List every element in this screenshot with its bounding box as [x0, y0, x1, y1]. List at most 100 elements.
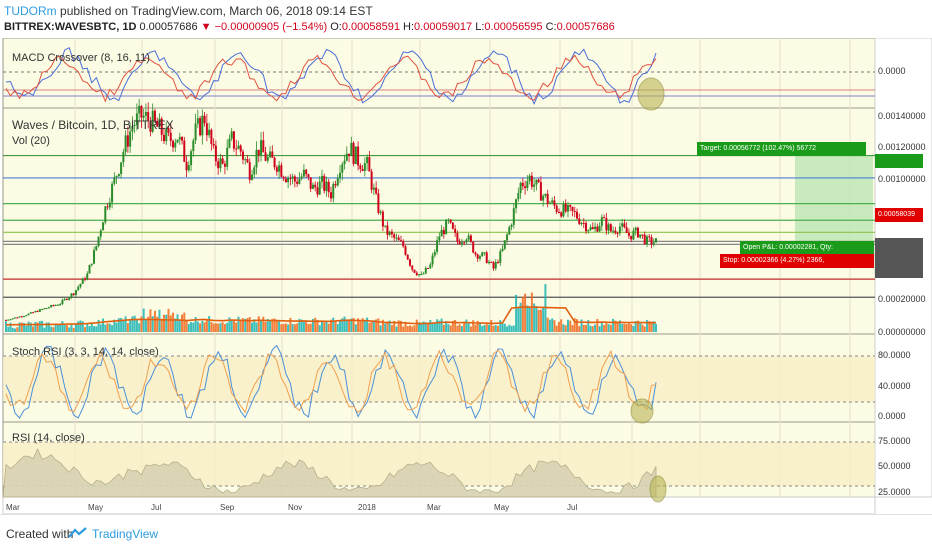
price-pane-title[interactable]: Waves / Bitcoin, 1D, BITTREX: [12, 118, 174, 132]
candle-body: [205, 123, 208, 136]
created-with-text: Created with: [6, 527, 74, 541]
volume-bar: [603, 325, 606, 332]
candle-body: [442, 229, 445, 235]
candle-body: [585, 223, 588, 232]
volume-bar: [327, 323, 330, 332]
date-tick: May: [88, 503, 104, 512]
candle-body: [573, 211, 576, 213]
candle-body: [616, 232, 619, 234]
candle-body: [390, 231, 393, 235]
candle-body: [86, 273, 89, 280]
candle-body: [190, 151, 193, 166]
candle-body: [411, 265, 414, 270]
candle-body: [501, 248, 504, 252]
candle-body: [14, 317, 17, 319]
volume-bar: [129, 319, 132, 332]
volume-bar: [74, 323, 77, 332]
candle-body: [368, 157, 371, 172]
volume-bar: [5, 321, 7, 332]
candle-body: [208, 129, 211, 136]
candle-body: [539, 182, 542, 201]
author-link[interactable]: TUDORm: [4, 4, 57, 18]
candle-body: [269, 151, 272, 158]
candle-body: [348, 153, 351, 156]
tradingview-brand-link[interactable]: TradingView: [92, 527, 159, 541]
stoch-band: [3, 356, 875, 402]
volume-bar: [153, 310, 156, 332]
volume-bar: [517, 307, 520, 332]
volume-bar: [591, 326, 594, 332]
candle-body: [406, 254, 409, 260]
volume-bar: [594, 324, 597, 332]
volume-bar: [203, 322, 206, 332]
volume-bar: [83, 327, 86, 332]
volume-bar: [158, 309, 161, 332]
candle-body: [490, 261, 493, 263]
pnl-flag[interactable]: Open P&L: 0.00002281, Qty:: [740, 241, 874, 255]
volume-bar: [11, 327, 14, 332]
volume-bar: [621, 323, 624, 332]
target-flag[interactable]: Target: 0.00056772 (102.47%) 56772: [697, 142, 866, 156]
stop-flag[interactable]: Stop: 0.00002366 (4.27%) 2366,: [720, 254, 874, 268]
volume-bar: [7, 326, 10, 332]
publish-line: TUDORm published on TradingView.com, Mar…: [4, 4, 373, 18]
candle-body: [61, 300, 64, 305]
volume-bar: [422, 321, 425, 332]
candle-body: [447, 219, 450, 221]
volume-bar: [469, 326, 472, 332]
stoch-highlight-circle: [630, 398, 654, 424]
volume-bar: [97, 319, 100, 332]
volume-bar: [634, 321, 637, 332]
candle-body: [352, 142, 355, 164]
stoch-rsi-label[interactable]: Stoch RSI (3, 3, 14, 14, close): [12, 346, 159, 358]
candle-body: [422, 273, 425, 275]
candle-body: [95, 245, 98, 251]
date-tick: 2018: [358, 503, 376, 512]
volume-bar: [162, 314, 165, 332]
candle-body: [587, 230, 590, 232]
volume-bar: [390, 325, 393, 332]
volume-bar: [208, 316, 211, 332]
candle-body: [280, 165, 283, 177]
symbol-label[interactable]: BITTREX:WAVESBTC, 1D: [4, 21, 137, 33]
chart-footer: Created with TradingView: [0, 514, 932, 550]
volume-bar: [483, 325, 486, 332]
candle-body: [548, 202, 551, 204]
candle-body: [499, 251, 502, 263]
tradingview-logo-icon[interactable]: [68, 527, 88, 539]
candle-body: [512, 208, 515, 225]
volume-bar: [318, 325, 321, 332]
chart-canvas[interactable]: [0, 38, 932, 514]
volume-bar: [88, 326, 91, 332]
candle-body: [497, 261, 500, 263]
candle-body: [278, 165, 281, 172]
candle-body: [162, 134, 165, 142]
candle-body: [45, 307, 48, 309]
volume-bar: [350, 318, 353, 332]
candle-body: [481, 252, 484, 257]
macd-label[interactable]: MACD Crossover (8, 16, 11): [12, 52, 150, 64]
candle-body: [404, 246, 407, 255]
volume-bar: [34, 322, 37, 332]
candle-body: [20, 316, 23, 318]
candle-body: [102, 222, 105, 231]
stoch-axis-tick: 0.0000: [878, 411, 906, 421]
volume-bar: [456, 325, 459, 332]
volume-bar: [501, 323, 504, 332]
candle-body: [230, 131, 233, 139]
candle-body: [625, 227, 628, 233]
candle-body: [343, 160, 346, 165]
candle-body: [18, 316, 21, 318]
candle-body: [104, 206, 107, 223]
chart-area[interactable]: MACD Crossover (8, 16, 11) Waves / Bitco…: [0, 38, 932, 514]
candle-body: [508, 226, 511, 235]
rsi-label[interactable]: RSI (14, close): [12, 432, 85, 444]
candle-body: [305, 169, 308, 175]
volume-label[interactable]: Vol (20): [12, 135, 50, 147]
candle-body: [318, 181, 321, 195]
candle-body: [167, 128, 170, 133]
target-zone: [795, 155, 873, 242]
candle-body: [546, 193, 549, 204]
candle-body: [264, 152, 267, 161]
candle-body: [293, 176, 296, 182]
